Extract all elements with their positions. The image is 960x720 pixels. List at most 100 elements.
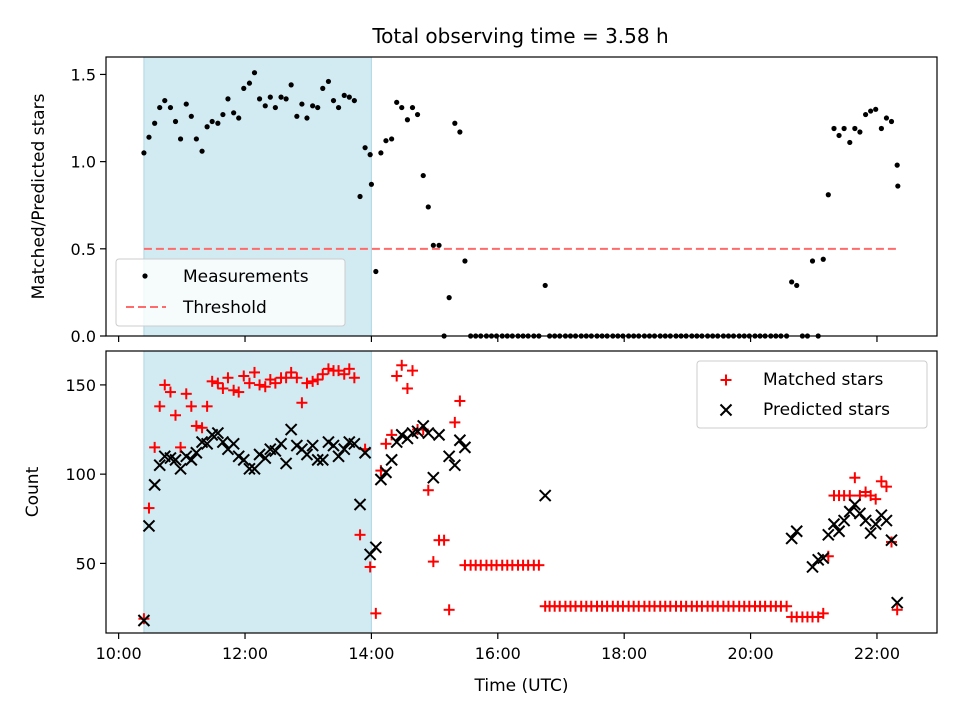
measurement-point bbox=[373, 268, 379, 275]
bottom-y-tick-label: 100 bbox=[65, 465, 96, 484]
matched-star-point bbox=[891, 604, 903, 616]
matched-star-point bbox=[781, 600, 793, 612]
measurement-point bbox=[414, 111, 421, 118]
legend-threshold-label: Threshold bbox=[182, 298, 267, 318]
predicted-star-point bbox=[859, 514, 872, 527]
x-axis-label: Time (UTC) bbox=[474, 676, 569, 696]
matched-star-point bbox=[222, 372, 234, 384]
measurement-point bbox=[325, 78, 332, 85]
measurement-point bbox=[862, 111, 869, 118]
bottom-legend-box bbox=[696, 360, 928, 429]
predicted-star-point bbox=[358, 446, 372, 459]
measurement-point bbox=[836, 132, 842, 139]
matched-star-point bbox=[285, 366, 297, 378]
predicted-star-point bbox=[274, 437, 288, 451]
predicted-star-point bbox=[369, 541, 383, 554]
measurement-point bbox=[199, 148, 205, 154]
predicted-star-point bbox=[869, 517, 882, 531]
matched-star-point bbox=[849, 472, 861, 484]
matched-star-point bbox=[138, 613, 150, 625]
measurement-point bbox=[878, 125, 884, 132]
measurement-point bbox=[841, 125, 847, 132]
measurement-point bbox=[794, 282, 800, 289]
measurement-point bbox=[236, 115, 242, 121]
bottom-y-axis-label: Count bbox=[23, 466, 43, 517]
predicted-star-point bbox=[300, 448, 314, 461]
measurement-point bbox=[231, 110, 237, 116]
predicted-star-point bbox=[822, 528, 835, 542]
bottom-axes-frame bbox=[105, 350, 938, 634]
matched-star-point bbox=[228, 384, 240, 396]
predicted-star-point bbox=[395, 428, 408, 442]
measurement-point bbox=[357, 193, 363, 200]
matched-star-point bbox=[396, 359, 408, 371]
predicted-star-point bbox=[843, 505, 856, 518]
x-tick-label: 10:00 bbox=[96, 644, 142, 663]
predicted-star-point bbox=[817, 551, 830, 565]
measurement-point bbox=[888, 118, 895, 125]
measurement-point bbox=[378, 150, 384, 156]
matched-star-point bbox=[296, 397, 308, 409]
predicted-star-point bbox=[174, 462, 187, 476]
predicted-star-point bbox=[427, 471, 440, 484]
predicted-star-point bbox=[248, 462, 261, 476]
matched-star-point bbox=[364, 561, 376, 573]
matched-star-point bbox=[159, 379, 171, 391]
matched-star-point bbox=[886, 536, 898, 548]
predicted-star-point bbox=[348, 437, 361, 451]
measurement-point bbox=[873, 106, 879, 112]
top-y-tick-label: 1.0 bbox=[71, 153, 96, 172]
x-tick-label: 16:00 bbox=[475, 644, 521, 663]
measurement-point bbox=[177, 136, 184, 142]
legend-predicted-label: Predicted stars bbox=[763, 400, 890, 420]
measurement-point bbox=[172, 118, 179, 125]
predicted-star-point bbox=[363, 548, 377, 561]
matched-star-point bbox=[338, 368, 350, 380]
predicted-star-point bbox=[169, 453, 182, 467]
top-y-tick-label: 0.0 bbox=[71, 327, 96, 346]
predicted-star-point bbox=[785, 532, 798, 545]
top-y-axis-label: Matched/Predicted stars bbox=[29, 93, 49, 299]
matched-star-point bbox=[196, 422, 208, 434]
predicted-star-point bbox=[259, 451, 272, 465]
predicted-star-point bbox=[353, 498, 367, 511]
matched-star-point bbox=[401, 382, 413, 394]
predicted-star-point bbox=[538, 489, 552, 502]
predicted-star-point bbox=[790, 525, 803, 538]
measurement-point bbox=[367, 152, 373, 158]
predicted-star-point bbox=[417, 419, 430, 433]
measurement-point bbox=[389, 136, 395, 142]
predicted-star-point bbox=[806, 560, 819, 574]
measurement-point bbox=[831, 125, 837, 132]
predicted-star-point bbox=[880, 514, 893, 527]
matched-star-point bbox=[149, 441, 161, 453]
measurement-point bbox=[246, 80, 253, 86]
matched-star-point bbox=[406, 365, 418, 377]
measurement-point bbox=[789, 279, 795, 285]
matched-star-point bbox=[280, 372, 292, 384]
measurement-point bbox=[335, 104, 342, 111]
matched-star-point bbox=[391, 370, 403, 382]
matched-star-point bbox=[880, 481, 892, 493]
measurement-point bbox=[847, 139, 853, 146]
matched-star-point bbox=[206, 375, 218, 387]
measurement-point bbox=[341, 92, 347, 98]
matched-star-point bbox=[254, 379, 266, 391]
predicted-star-point bbox=[148, 478, 161, 492]
predicted-star-point bbox=[890, 596, 904, 609]
measurement-point bbox=[162, 97, 168, 104]
predicted-star-point bbox=[311, 453, 324, 467]
measurement-point bbox=[462, 258, 468, 264]
measurement-point bbox=[420, 172, 426, 179]
x-tick-label: 22:00 bbox=[854, 644, 900, 663]
legend-matched-marker bbox=[720, 374, 732, 386]
x-tick-label: 12:00 bbox=[222, 644, 268, 663]
measurement-point bbox=[825, 192, 831, 198]
legend-matched-plus bbox=[720, 374, 732, 386]
measurement-point bbox=[209, 118, 215, 125]
matched-star-point bbox=[185, 400, 197, 412]
measurement-point bbox=[409, 104, 416, 111]
bottom-y-tick-label: 50 bbox=[76, 554, 96, 573]
predicted-star-point bbox=[848, 498, 862, 511]
matched-star-point bbox=[243, 377, 255, 389]
